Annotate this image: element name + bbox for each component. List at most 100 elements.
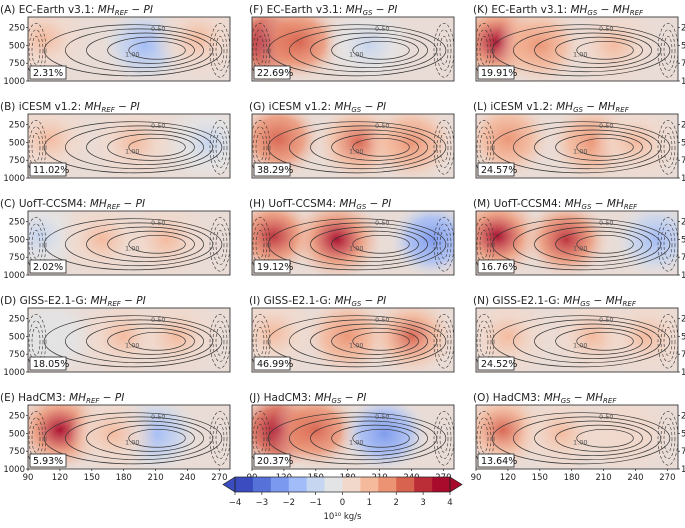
percentage-badge: 13.64% [481, 456, 517, 467]
contour-line-dashed [663, 132, 673, 162]
contour-label: 0.50 [151, 25, 165, 33]
percentage-badge: 16.76% [481, 262, 517, 273]
anomaly-blob [28, 308, 94, 372]
colorbar-tick-label: −3 [256, 498, 269, 508]
y-tick-label: 250 [681, 121, 685, 131]
x-tick-label: 120 [500, 473, 516, 483]
y-tick-label: 750 [9, 447, 25, 457]
percentage-badge: 2.31% [33, 68, 63, 79]
contour-line [267, 121, 447, 174]
contour-line [534, 129, 652, 165]
contour-label: 1.00 [349, 244, 363, 252]
contour-label: 0.50 [375, 25, 389, 33]
y-tick-label: 250 [9, 315, 25, 325]
contour-line-dashed [215, 229, 225, 259]
contour-label: 1.00 [573, 438, 587, 446]
contour-label: 0.50 [375, 219, 389, 227]
contour-line [555, 230, 643, 258]
panel-k: 0.50 1.00 19.91% (K) EC-Earth v3.1: MHGS − … [473, 4, 685, 87]
contour-line-dashed [433, 217, 454, 272]
contour-label: 0.50 [599, 413, 613, 421]
y-tick-label: 250 [681, 24, 685, 34]
y-tick-label: 1000 [3, 174, 25, 184]
contour-line [107, 36, 195, 64]
panel-frame [27, 404, 231, 470]
percentage-badge-box [29, 259, 67, 274]
contour-line-dashed [215, 35, 225, 65]
panel-i: 0.50 1.00 46.99% (I) GISS-E2.1-G: MHGS − PI [249, 295, 455, 373]
contour-line-dashed [439, 132, 449, 162]
percentage-badge: 22.69% [257, 68, 293, 79]
colorbar-segment [378, 477, 397, 492]
panel-frame [251, 307, 455, 373]
contour-line [534, 226, 652, 262]
contour-line [267, 412, 447, 465]
anomaly-blob [569, 17, 659, 81]
percentage-badge: 24.57% [481, 165, 517, 176]
contour-line-dashed [212, 223, 228, 266]
contour-line [43, 24, 223, 77]
contour-label: 0.50 [599, 122, 613, 130]
contour-label: 0.50 [151, 122, 165, 130]
panel-title: (D) GISS-E2.1-G: MHREF − PI [0, 295, 146, 308]
contour-line [331, 36, 419, 64]
panel-frame [27, 210, 231, 276]
contour-line-dashed [660, 29, 676, 72]
y-tick-label: 250 [9, 24, 25, 34]
contour-label: 0.50 [375, 316, 389, 324]
percentage-badge: 38.29% [257, 165, 293, 176]
contour-label: 0.50 [151, 316, 165, 324]
contour-line [86, 129, 204, 165]
contour-line [267, 24, 447, 77]
percentage-badge-box [29, 356, 67, 371]
contour-line-dashed [663, 423, 673, 453]
contour-line-dashed [212, 320, 228, 363]
contour-line-dashed [31, 132, 41, 162]
percentage-badge: 18.05% [33, 359, 69, 370]
percentage-badge-box [253, 162, 291, 177]
percentage-badge: 24.52% [481, 359, 517, 370]
contour-line [107, 133, 195, 161]
contour-line [43, 218, 223, 271]
contour-label: 1.00 [349, 147, 363, 155]
contour-line [43, 315, 223, 368]
colorbar-tick-label: 4 [447, 498, 452, 508]
contour-line [576, 137, 634, 157]
contour-line [352, 137, 410, 157]
y-tick-label: 250 [681, 412, 685, 422]
colorbar-label: 10¹⁰ kg/s [324, 512, 363, 522]
contour-line-dashed [657, 411, 678, 466]
contour-line-dashed [255, 229, 265, 259]
contour-line [107, 327, 195, 355]
colorbar-segment [324, 477, 343, 492]
contour-label: 0.50 [151, 219, 165, 227]
panel-title: (C) UofT-CCSM4: MHREF − PI [0, 198, 145, 211]
panel-title: (F) EC-Earth v3.1: MHGS − PI [249, 4, 397, 17]
x-tick-label: 90 [471, 473, 482, 483]
contour-line-dashed [436, 223, 452, 266]
anomaly-blob [580, 405, 670, 469]
contour-line-dashed [31, 326, 41, 356]
contour-label: 1.00 [349, 438, 363, 446]
contour-line-dashed [479, 35, 489, 65]
contour-line [331, 230, 419, 258]
contour-line-dashed [479, 423, 489, 453]
contour-line [43, 412, 223, 465]
contour-line [310, 129, 428, 165]
anomaly-blob [612, 211, 678, 275]
panel-frame [27, 307, 231, 373]
contour-label: 1.00 [125, 244, 139, 252]
y-tick-label: 500 [9, 41, 25, 51]
y-tick-label: 500 [9, 138, 25, 148]
contour-line-dashed [209, 314, 230, 369]
y-tick-label: 250 [9, 121, 25, 131]
y-tick-label: 750 [681, 447, 685, 457]
panel-title: (G) iCESM v1.2: MHGS − PI [249, 101, 386, 114]
y-tick-label: 250 [9, 218, 25, 228]
anomaly-blob [255, 17, 345, 81]
contour-label: 0.50 [375, 122, 389, 130]
colorbar-tick-label: 2 [394, 498, 399, 508]
contour-line [534, 420, 652, 456]
contour-line [534, 32, 652, 68]
y-tick-label: 1000 [3, 77, 25, 87]
